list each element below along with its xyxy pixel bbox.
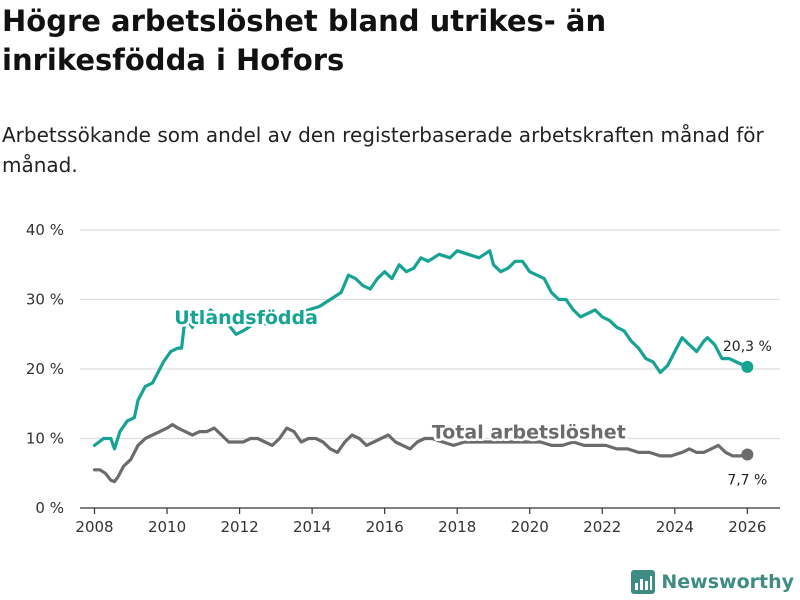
series-end-label-1: 7,7 % bbox=[727, 472, 767, 488]
y-tick-label: 30 % bbox=[26, 291, 64, 309]
x-tick-label: 2022 bbox=[583, 518, 621, 536]
chart-subtitle: Arbetssökande som andel av den registerb… bbox=[2, 123, 764, 177]
series-end-marker-1 bbox=[741, 448, 754, 461]
series-end-marker-0 bbox=[741, 360, 754, 373]
x-tick-label: 2016 bbox=[366, 518, 404, 536]
y-tick-label: 20 % bbox=[26, 360, 64, 378]
x-tick-label: 2012 bbox=[220, 518, 258, 536]
chart-title: Högre arbetslöshet bland utrikes- än inr… bbox=[2, 4, 607, 77]
x-tick-label: 2010 bbox=[148, 518, 186, 536]
x-tick-label: 2020 bbox=[511, 518, 549, 536]
x-tick-label: 2024 bbox=[656, 518, 694, 536]
series-label-0: Utlandsfödda bbox=[174, 307, 318, 329]
newsworthy-logo: Newsworthy bbox=[631, 570, 794, 594]
y-tick-label: 10 % bbox=[26, 430, 64, 448]
series-line-0 bbox=[92, 249, 749, 451]
y-tick-label: 0 % bbox=[35, 499, 64, 517]
series-line-1 bbox=[92, 423, 749, 484]
x-tick-label: 2008 bbox=[75, 518, 113, 536]
y-tick-label: 40 % bbox=[26, 221, 64, 239]
axes: 0 % 10 % 20 % 30 % 40 % 2008 2010 2012 2014 2016 2… bbox=[26, 221, 780, 536]
brand-name: Newsworthy bbox=[661, 571, 794, 593]
x-tick-label: 2018 bbox=[438, 518, 476, 536]
series-end-label-0: 20,3 % bbox=[723, 339, 772, 355]
bar-chart-logo-icon bbox=[631, 570, 656, 594]
series-label-1: Total arbetslöshet bbox=[432, 422, 626, 444]
annotations: Utlandsfödda 20,3 % Total arbetslöshet 7,7 … bbox=[172, 304, 774, 490]
x-tick-label: 2014 bbox=[293, 518, 331, 536]
x-tick-label: 2026 bbox=[728, 518, 766, 536]
series-lines bbox=[92, 249, 754, 484]
